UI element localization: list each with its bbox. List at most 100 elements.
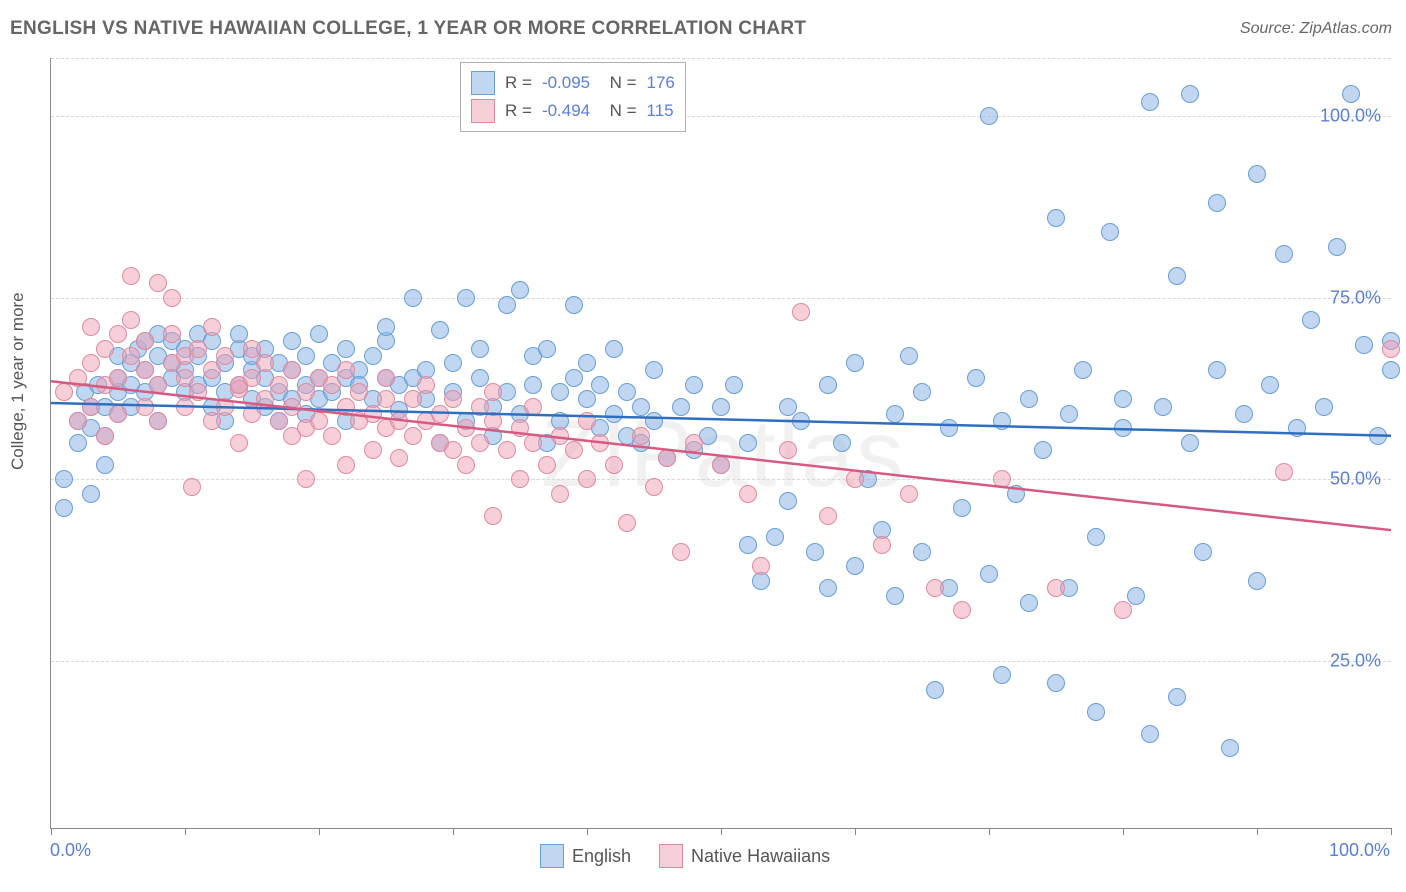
grid-line	[51, 298, 1391, 299]
data-point-english	[1355, 336, 1373, 354]
data-point-english	[980, 565, 998, 583]
data-point-english	[591, 376, 609, 394]
y-axis-label: College, 1 year or more	[8, 292, 28, 470]
data-point-english	[230, 325, 248, 343]
y-tick-label: 50.0%	[1330, 469, 1381, 490]
data-point-nativehawaiians	[337, 456, 355, 474]
stats-n-value: 115	[647, 101, 674, 121]
data-point-nativehawaiians	[337, 361, 355, 379]
data-point-english	[766, 528, 784, 546]
data-point-nativehawaiians	[364, 441, 382, 459]
data-point-nativehawaiians	[511, 419, 529, 437]
swatch-english-icon	[471, 71, 495, 95]
data-point-nativehawaiians	[283, 398, 301, 416]
data-point-english	[96, 456, 114, 474]
data-point-english	[444, 354, 462, 372]
x-tick	[855, 828, 856, 835]
data-point-nativehawaiians	[96, 427, 114, 445]
data-point-english	[377, 318, 395, 336]
data-point-english	[739, 434, 757, 452]
data-point-english	[1288, 419, 1306, 437]
data-point-english	[1315, 398, 1333, 416]
x-tick	[989, 828, 990, 835]
data-point-english	[283, 332, 301, 350]
x-tick	[185, 828, 186, 835]
data-point-nativehawaiians	[605, 456, 623, 474]
data-point-nativehawaiians	[270, 412, 288, 430]
data-point-english	[913, 383, 931, 401]
data-point-english	[55, 470, 73, 488]
data-point-nativehawaiians	[122, 311, 140, 329]
data-point-nativehawaiians	[82, 354, 100, 372]
data-point-nativehawaiians	[457, 456, 475, 474]
swatch-nativehawaiians-icon	[471, 99, 495, 123]
stats-row-english: R = -0.095 N = 176	[471, 69, 675, 97]
data-point-english	[712, 398, 730, 416]
data-point-nativehawaiians	[645, 478, 663, 496]
data-point-nativehawaiians	[484, 383, 502, 401]
data-point-english	[364, 347, 382, 365]
data-point-english	[792, 412, 810, 430]
data-point-nativehawaiians	[578, 412, 596, 430]
data-point-nativehawaiians	[498, 441, 516, 459]
data-point-nativehawaiians	[337, 398, 355, 416]
data-point-english	[605, 340, 623, 358]
data-point-nativehawaiians	[484, 507, 502, 525]
stats-r-value: -0.095	[542, 73, 590, 93]
watermark-text: ZIPatlas	[541, 400, 905, 509]
data-point-nativehawaiians	[189, 340, 207, 358]
data-point-nativehawaiians	[792, 303, 810, 321]
data-point-nativehawaiians	[149, 376, 167, 394]
data-point-nativehawaiians	[779, 441, 797, 459]
data-point-english	[1141, 93, 1159, 111]
data-point-nativehawaiians	[953, 601, 971, 619]
data-point-nativehawaiians	[819, 507, 837, 525]
data-point-nativehawaiians	[203, 361, 221, 379]
data-point-nativehawaiians	[310, 412, 328, 430]
data-point-english	[605, 405, 623, 423]
data-point-english	[833, 434, 851, 452]
plot-area: ZIPatlas 25.0%50.0%75.0%100.0%	[50, 58, 1391, 829]
data-point-nativehawaiians	[122, 347, 140, 365]
x-tick	[319, 828, 320, 835]
data-point-nativehawaiians	[377, 390, 395, 408]
data-point-english	[578, 354, 596, 372]
data-point-english	[1181, 434, 1199, 452]
data-point-nativehawaiians	[122, 267, 140, 285]
data-point-nativehawaiians	[538, 456, 556, 474]
data-point-english	[632, 398, 650, 416]
data-point-english	[618, 383, 636, 401]
data-point-nativehawaiians	[136, 332, 154, 350]
data-point-nativehawaiians	[163, 325, 181, 343]
swatch-nativehawaiians-icon	[659, 844, 683, 868]
grid-line	[51, 116, 1391, 117]
data-point-english	[551, 383, 569, 401]
data-point-english	[82, 485, 100, 503]
data-point-nativehawaiians	[216, 347, 234, 365]
data-point-english	[1101, 223, 1119, 241]
stats-n-label: N =	[600, 73, 636, 93]
data-point-nativehawaiians	[243, 369, 261, 387]
data-point-nativehawaiians	[1275, 463, 1293, 481]
data-point-nativehawaiians	[565, 441, 583, 459]
data-point-nativehawaiians	[444, 390, 462, 408]
data-point-nativehawaiians	[591, 434, 609, 452]
swatch-english-icon	[540, 844, 564, 868]
data-point-english	[1168, 688, 1186, 706]
data-point-english	[779, 492, 797, 510]
series-legend: EnglishNative Hawaiians	[540, 844, 830, 868]
data-point-nativehawaiians	[189, 383, 207, 401]
data-point-english	[1060, 405, 1078, 423]
data-point-nativehawaiians	[404, 427, 422, 445]
data-point-english	[953, 499, 971, 517]
data-point-nativehawaiians	[712, 456, 730, 474]
data-point-english	[337, 340, 355, 358]
legend-label: English	[572, 846, 631, 867]
x-axis-label: 100.0%	[1329, 840, 1390, 861]
data-point-nativehawaiians	[618, 514, 636, 532]
data-point-english	[457, 289, 475, 307]
data-point-nativehawaiians	[96, 340, 114, 358]
data-point-nativehawaiians	[873, 536, 891, 554]
data-point-english	[645, 361, 663, 379]
data-point-english	[404, 289, 422, 307]
